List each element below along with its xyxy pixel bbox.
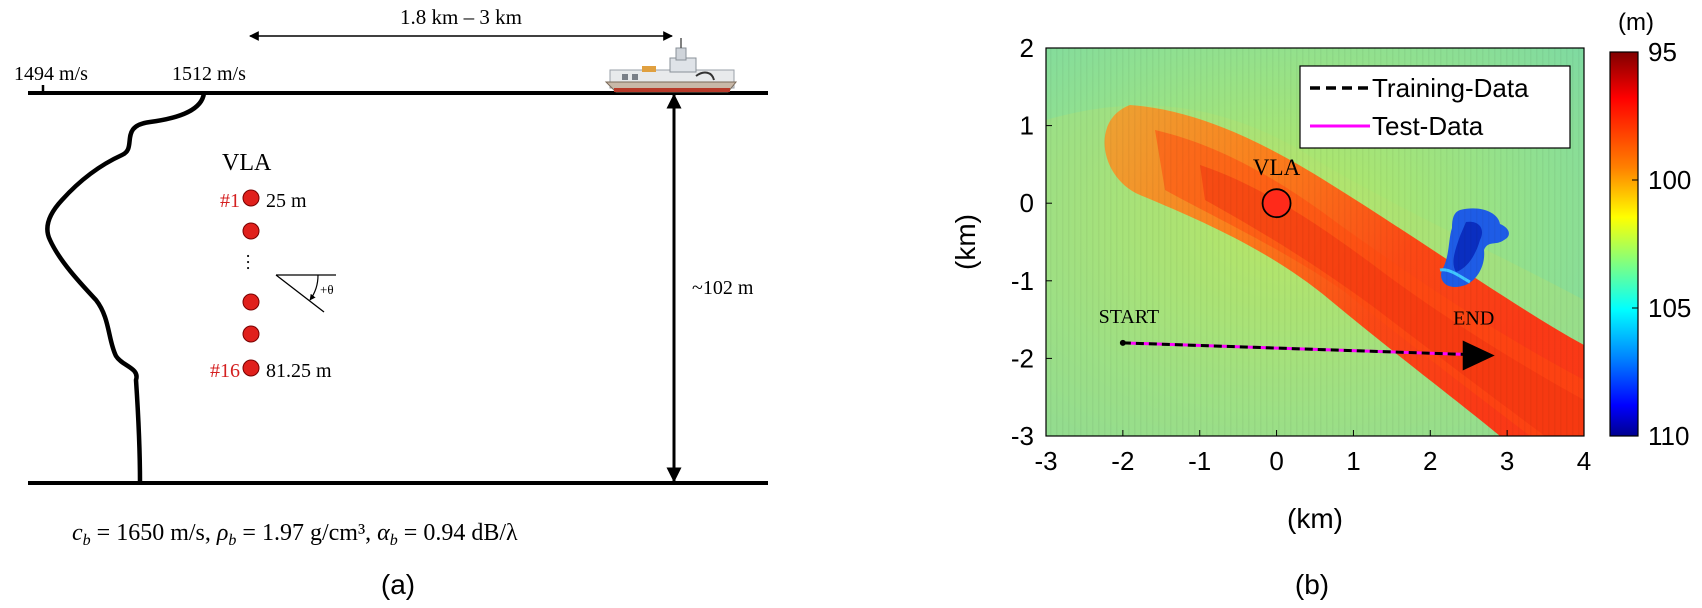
x-tick-label: 1 xyxy=(1346,446,1360,476)
y-tick-label: -3 xyxy=(1011,421,1034,451)
colorbar-tick-label: 100 xyxy=(1648,165,1691,195)
y-tick-label: -1 xyxy=(1011,266,1034,296)
sound-speed-profile xyxy=(45,92,207,484)
ssp-max-label: 1512 m/s xyxy=(172,63,246,85)
colorbar-tick-label: 105 xyxy=(1648,293,1691,323)
vla-element-1 xyxy=(242,189,260,207)
vla-title: VLA xyxy=(222,150,272,176)
legend-training-label: Training-Data xyxy=(1372,73,1529,103)
depth-label: ~102 m xyxy=(692,277,754,299)
vla-ellipsis: … xyxy=(243,253,263,271)
y-tick-label: 1 xyxy=(1020,111,1034,141)
ship-icon xyxy=(604,38,738,93)
x-axis-label: (km) xyxy=(1287,503,1343,534)
vla-element-2 xyxy=(242,222,260,240)
vla-marker xyxy=(1261,188,1292,219)
plot-frame xyxy=(1045,47,1585,437)
element-16-tag: #16 xyxy=(210,360,240,382)
caption-b: (b) xyxy=(1295,569,1329,600)
bottom-params: cb = 1650 m/s, ρb = 1.97 g/cm³, αb = 0.9… xyxy=(72,520,518,549)
vla-element-15 xyxy=(242,293,260,311)
y-tick-label: 0 xyxy=(1020,188,1034,218)
element-1-depth: 25 m xyxy=(266,190,307,212)
element-16-depth: 81.25 m xyxy=(266,360,332,382)
x-tick-label: 0 xyxy=(1269,446,1283,476)
start-label: START xyxy=(1099,306,1160,328)
theta-label: +θ xyxy=(320,282,334,297)
angle-indicator: +θ xyxy=(275,274,336,313)
colorbar xyxy=(1609,51,1639,437)
ssp-min-label: 1494 m/s xyxy=(14,63,88,85)
vla-label: VLA xyxy=(1253,155,1301,180)
vla-element-16b xyxy=(242,325,260,343)
y-tick-label: -2 xyxy=(1011,343,1034,373)
panel-a: 1.8 km – 3 km 1494 m/s 1512 m/s ~102 m V… xyxy=(14,5,768,600)
caption-a: (a) xyxy=(381,569,415,600)
legend-test-label: Test-Data xyxy=(1372,111,1484,141)
vla-element-16 xyxy=(242,359,260,377)
panel-b: -3 -2 -1 0 1 2 3 4 2 1 0 -1 -2 -3 (km) (km) VLA STAR… xyxy=(950,9,1691,600)
y-axis-label: (km) xyxy=(950,214,981,270)
end-marker xyxy=(1462,340,1495,371)
x-tick-label: -2 xyxy=(1111,446,1134,476)
x-tick-label: 2 xyxy=(1423,446,1437,476)
start-marker xyxy=(1119,339,1126,346)
colorbar-unit: (m) xyxy=(1618,9,1654,36)
y-axis: 2 1 0 -1 -2 -3 xyxy=(1011,33,1052,451)
training-data-track xyxy=(1122,341,1469,357)
element-1-tag: #1 xyxy=(220,190,240,212)
x-tick-label: -1 xyxy=(1188,446,1211,476)
x-tick-label: -3 xyxy=(1034,446,1057,476)
colorbar-tick-label: 95 xyxy=(1648,37,1677,67)
x-axis: -3 -2 -1 0 1 2 3 4 xyxy=(1034,430,1591,476)
colorbar-ticks: 95 100 105 110 xyxy=(1632,37,1691,451)
x-tick-label: 4 xyxy=(1577,446,1591,476)
legend: Training-Data Test-Data xyxy=(1299,65,1571,149)
range-label: 1.8 km – 3 km xyxy=(400,5,522,29)
colorbar-tick-label: 110 xyxy=(1648,421,1689,451)
y-tick-label: 2 xyxy=(1020,33,1034,63)
x-tick-label: 3 xyxy=(1500,446,1514,476)
end-label: END xyxy=(1453,308,1494,330)
